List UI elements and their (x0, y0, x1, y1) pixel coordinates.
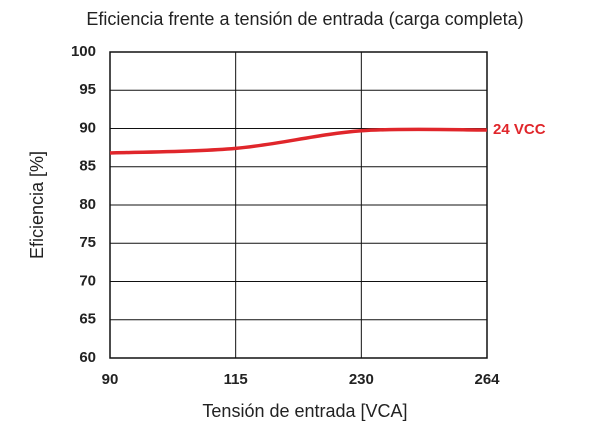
y-tick-label: 60 (79, 349, 96, 366)
y-tick-label: 95 (79, 81, 96, 98)
y-tick-label: 65 (79, 311, 96, 328)
line (109, 127, 488, 155)
legend-label: 24 VCC (493, 121, 546, 138)
y-axis-label: Eficiencia [%] (27, 151, 47, 259)
y-tick-label: 100 (71, 43, 96, 60)
x-tick-label: 115 (224, 371, 248, 388)
x-tick-label: 90 (102, 371, 119, 388)
plot-frame (109, 51, 488, 359)
x-tick-label: 230 (349, 371, 374, 388)
y-tick-label: 80 (79, 196, 96, 213)
x-tick-label: 264 (474, 371, 500, 388)
y-tick-label: 75 (79, 234, 96, 251)
chart-title: Eficiencia frente a tensión de entrada (… (86, 9, 523, 29)
y-tick-label: 90 (79, 119, 96, 136)
y-tick-label: 70 (79, 272, 96, 289)
y-tick-label: 85 (79, 158, 96, 175)
x-axis-label: Tensión de entrada [VCA] (202, 401, 407, 421)
